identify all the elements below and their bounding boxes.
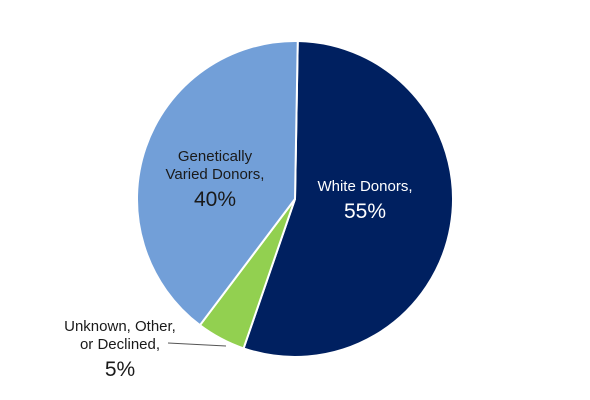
data-label-genetically-varied-donors: Genetically Varied Donors, 40% xyxy=(150,148,280,212)
slice-name-line2-unknown: or Declined, xyxy=(79,336,161,353)
data-label-white-donors: White Donors, 55% xyxy=(300,178,430,224)
slice-name-line1-unknown: Unknown, Other, xyxy=(64,318,176,335)
leader-line-unknown xyxy=(167,342,227,347)
slice-name-white-donors: White Donors, xyxy=(317,178,413,195)
data-label-unknown-other-declined: Unknown, Other, or Declined, 5% xyxy=(40,318,200,382)
pie-slice-genetically-varied-donors xyxy=(135,40,299,327)
slice-percent-unknown: 5% xyxy=(104,358,136,381)
slice-percent-genetically-varied: 40% xyxy=(193,188,237,211)
pie-slice-white-donors xyxy=(242,40,454,358)
slice-name-line1-genetically-varied: Genetically xyxy=(177,148,253,165)
slice-name-line2-genetically-varied: Varied Donors, xyxy=(165,166,265,183)
slice-percent-white-donors: 55% xyxy=(343,200,387,223)
